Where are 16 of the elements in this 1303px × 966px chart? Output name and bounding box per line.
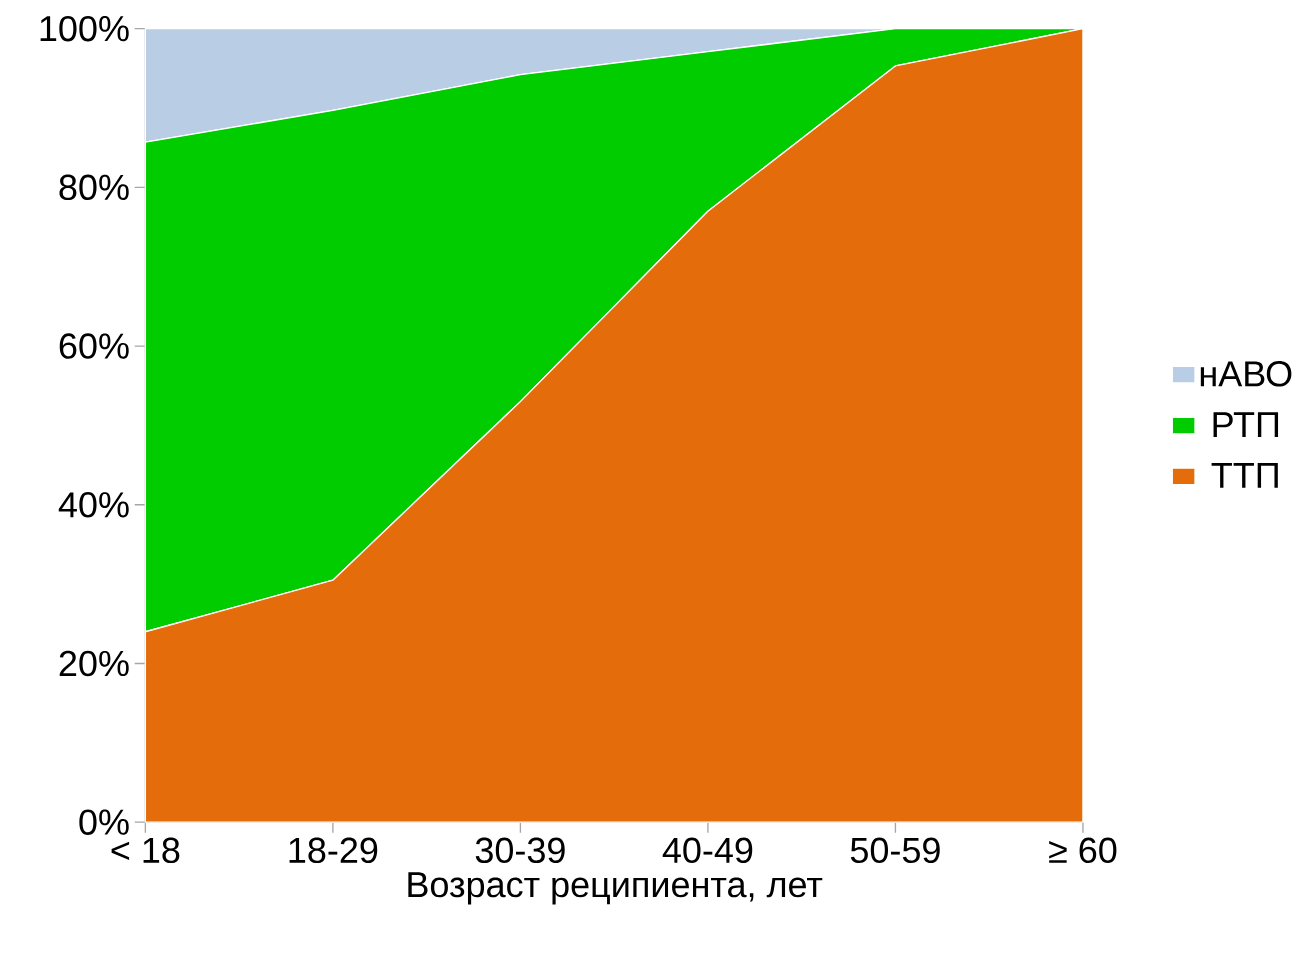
legend-label: нАВО — [1200, 360, 1292, 387]
y-tick-label: 40% — [58, 491, 129, 518]
x-axis-title: Возраст реципиента, лет — [408, 872, 823, 905]
legend-label: ТТП — [1211, 462, 1278, 488]
legend-label: РТП — [1213, 412, 1279, 437]
y-tick-label: 0% — [79, 809, 129, 835]
y-tick-label: 80% — [59, 174, 129, 201]
y-tick-label: 100% — [40, 15, 129, 42]
x-tick-label: < 18 — [111, 837, 180, 863]
x-tick-label: 18-29 — [289, 837, 378, 863]
x-tick-label: 50-59 — [850, 837, 940, 863]
y-tick-label: 20% — [59, 650, 129, 677]
x-tick-label: ≥ 60 — [1049, 837, 1117, 863]
y-tick-label: 60% — [59, 333, 129, 359]
x-tick-label: 40-49 — [662, 837, 753, 863]
x-tick-label: 30-39 — [475, 837, 565, 863]
